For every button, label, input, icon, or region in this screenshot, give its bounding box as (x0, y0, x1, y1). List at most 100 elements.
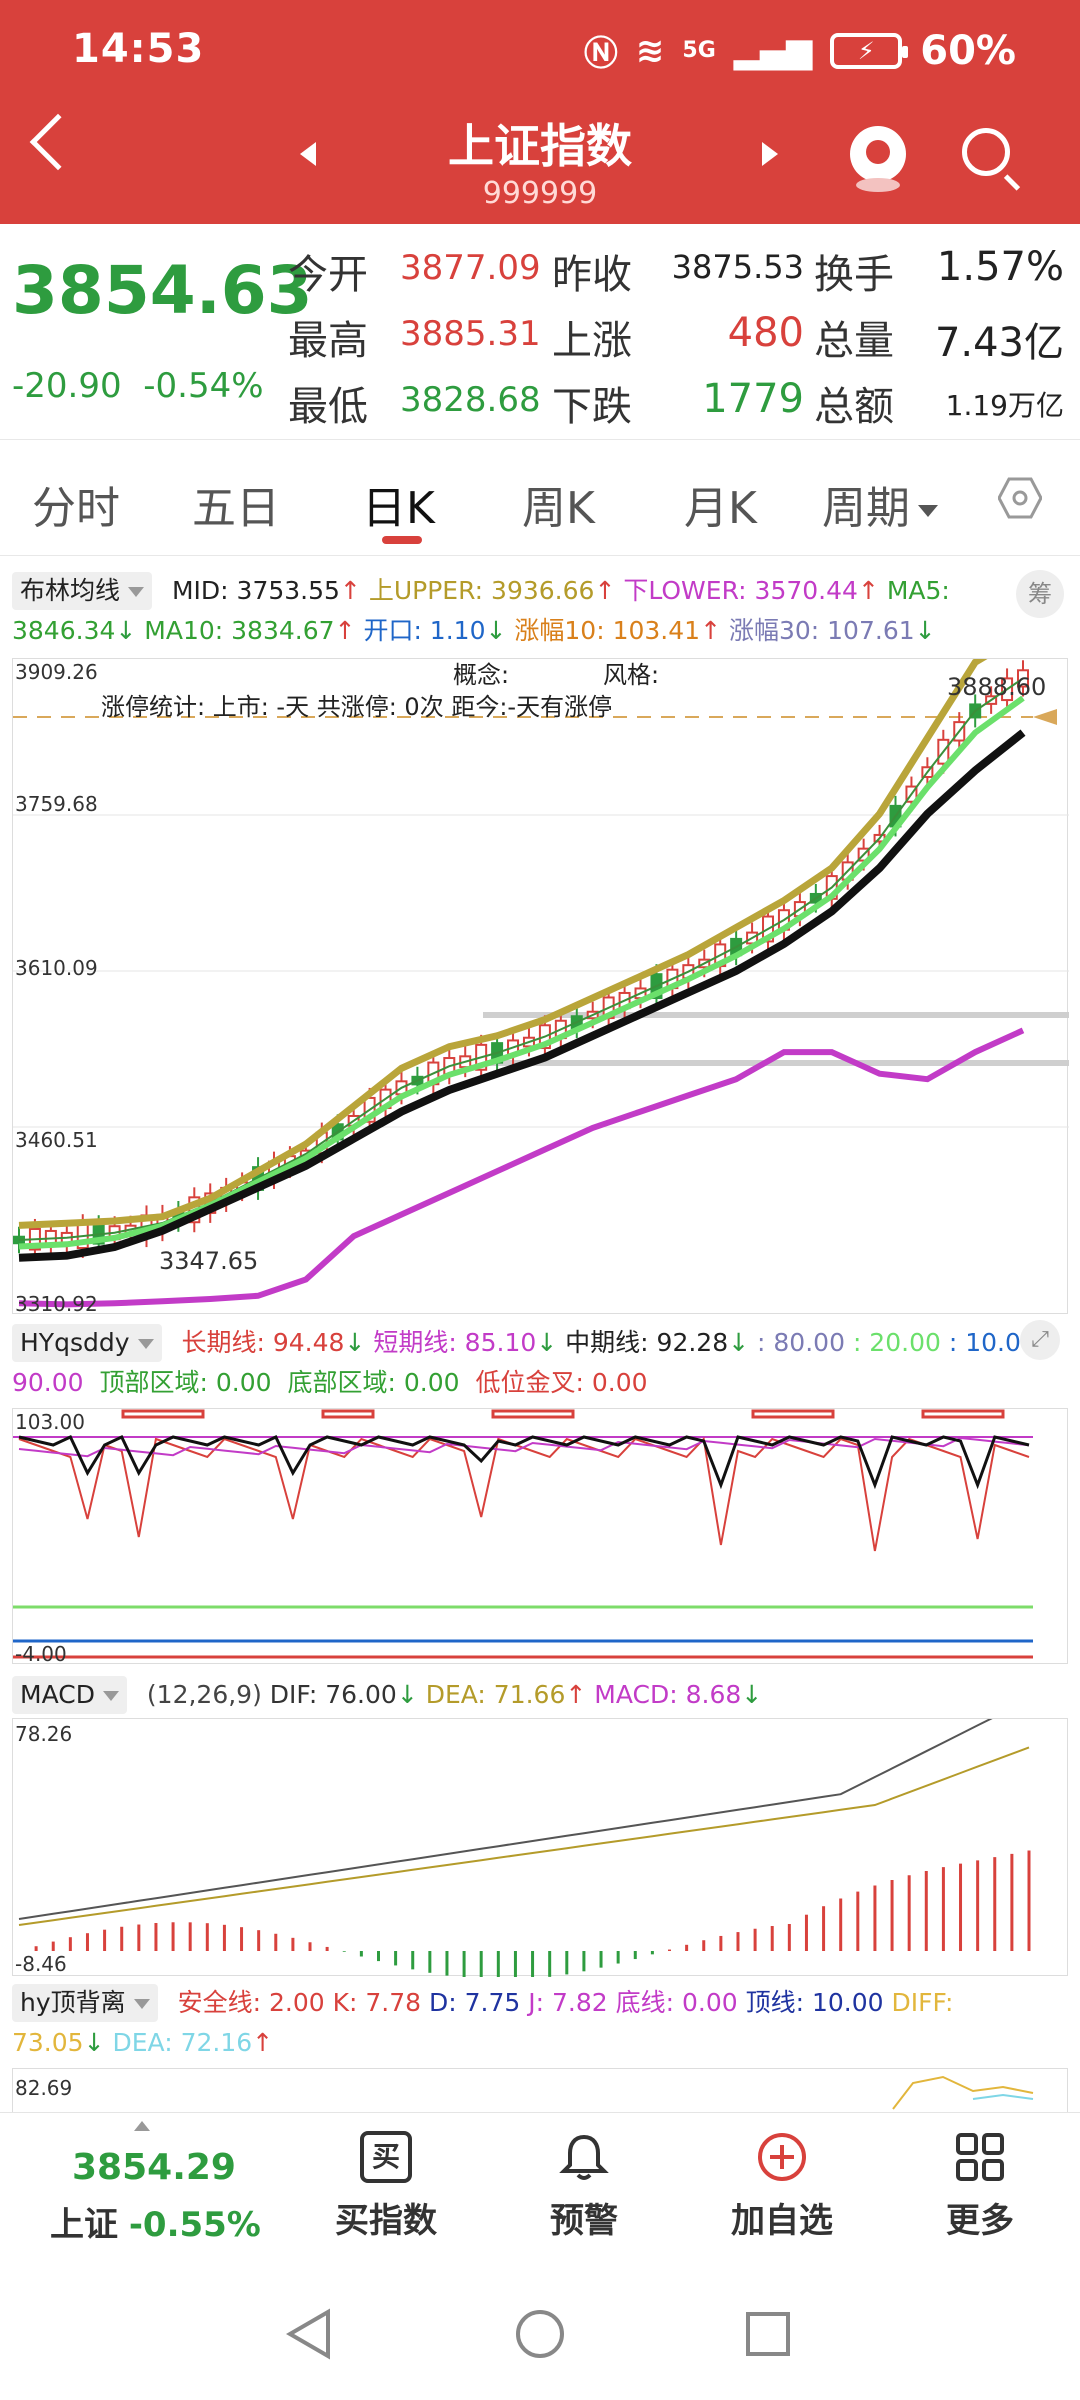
tab-weekly-k[interactable]: 周K (522, 483, 595, 534)
tab-period[interactable]: 周期 (822, 472, 938, 536)
last-price: 3854.63 (12, 252, 313, 329)
amount-label: 总额 (814, 384, 894, 430)
buy-index-button[interactable]: 买 买指数 (306, 2131, 466, 2242)
turnover-label: 换手 (814, 252, 894, 298)
grid-icon (954, 2131, 1006, 2183)
tab-intraday[interactable]: 分时 (32, 483, 120, 534)
concept-label: 概念: (453, 661, 509, 689)
macd-selector[interactable]: MACD (12, 1676, 127, 1714)
top-zone-mark (121, 1409, 205, 1419)
chevron-down-icon (128, 587, 145, 597)
top-zone-mark (321, 1409, 375, 1419)
add-circle-icon (756, 2131, 808, 2183)
chips-button[interactable]: 筹 (1016, 570, 1064, 618)
search-icon[interactable] (962, 128, 1010, 176)
boll-open: 开口: 1.10 (363, 616, 486, 645)
expand-icon[interactable]: ⤢ (1020, 1320, 1060, 1360)
volume-value: 7.43亿 (934, 320, 1064, 366)
hy-long: 长期线: 94.48 (181, 1328, 345, 1357)
up-count-label: 上涨 (552, 318, 632, 364)
boll-lower-line (18, 1027, 1025, 1308)
signal-icon: ▂▄▆ (733, 30, 813, 71)
top-zone-mark (921, 1409, 1005, 1419)
tab-monthly-k[interactable]: 月K (684, 483, 757, 534)
style-label: 风格: (603, 661, 659, 689)
current-price-marker (1033, 709, 1057, 725)
macd-dif: DIF: 76.00 (269, 1680, 397, 1709)
top-zone-mark (751, 1409, 835, 1419)
down-count-value: 1779 (702, 376, 804, 422)
boll-mid: MID: 3753.55 (171, 576, 340, 605)
buy-icon: 买 (360, 2131, 412, 2183)
hytop-d: D: 7.75 (428, 1988, 521, 2017)
bottom-index-name[interactable]: 上证 -0.55% (50, 2205, 261, 2245)
status-time: 14:53 (72, 26, 205, 72)
open-value: 3877.09 (400, 248, 541, 288)
hy-short: 短期线: 85.10 (373, 1328, 537, 1357)
y-label-2: 3610.09 (15, 956, 98, 980)
tab-daily-k[interactable]: 日K (362, 483, 435, 534)
high-label: 最高 (288, 318, 368, 364)
bottom-index-price[interactable]: 3854.29 (72, 2147, 236, 2188)
hytop-safe: 安全线: 2.00 (177, 1988, 325, 2017)
boll-upper: 上UPPER: 3936.66 (368, 576, 595, 605)
hy-selector[interactable]: HYqsddy (12, 1324, 162, 1362)
hy-bottom-zone: 底部区域: 0.00 (287, 1368, 460, 1397)
hytop-floor: 底线: 0.00 (615, 1988, 738, 2017)
more-button[interactable]: 更多 (900, 2131, 1060, 2242)
settings-hex-icon[interactable] (998, 476, 1042, 520)
turnover-value: 1.57% (936, 244, 1064, 290)
system-nav-bar (0, 2268, 1080, 2400)
alert-button[interactable]: 预警 (504, 2131, 664, 2242)
hytop-y-top: 82.69 (15, 2076, 72, 2100)
hy-chart[interactable]: 103.00 -4.00 (12, 1408, 1068, 1666)
hytop-chart[interactable]: 82.69 (12, 2068, 1068, 2112)
hy-legend-row1: HYqsddy 长期线: 94.48↓ 短期线: 85.10↓ 中期线: 92.… (0, 1324, 1080, 1362)
add-watchlist-button[interactable]: 加自选 (702, 2131, 862, 2242)
macd-y-bottom: -8.46 (15, 1952, 67, 1976)
hy-y-top: 103.00 (15, 1410, 85, 1434)
hytop-dea: DEA: 72.16 (112, 2028, 253, 2057)
nav-recents-icon[interactable] (746, 2312, 790, 2356)
hy-svg: 103.00 -4.00 (13, 1409, 1033, 1666)
nav-home-icon[interactable] (516, 2310, 564, 2358)
main-kline-chart[interactable]: 3909.26 3759.68 3610.09 3460.51 3310.92 … (12, 630, 1069, 1316)
low-label: 最低 (288, 384, 368, 430)
nav-back-icon[interactable] (286, 2308, 330, 2360)
hy-top-zone: 顶部区域: 0.00 (99, 1368, 272, 1397)
hytop-selector[interactable]: hy顶背离 (12, 1984, 158, 2022)
macd-chart[interactable]: 78.26 -8.46 (12, 1698, 1068, 1980)
boll-legend-row1: 布林均线 MID: 3753.55↑ 上UPPER: 3936.66↑ 下LOW… (0, 572, 1080, 610)
ma10-value: MA10: 3834.67 (144, 616, 335, 645)
limit-up-stats: 涨停统计: 上市: -天 共涨停: 0次 距今:-天有涨停 (101, 693, 612, 721)
up-count-value: 480 (727, 310, 804, 356)
candle (1017, 669, 1029, 688)
hy-legend-row2: 90.00 顶部区域: 0.00 底部区域: 0.00 低位金叉: 0.00 (0, 1364, 1080, 1402)
high-value: 3885.31 (400, 314, 541, 354)
kline-svg: 3909.26 3759.68 3610.09 3460.51 3310.92 … (13, 630, 1069, 1316)
hytop-legend-row2: 73.05↓ DEA: 72.16↑ (12, 2028, 274, 2057)
macd-value: MACD: 8.68 (594, 1680, 742, 1709)
macd-legend: MACD (12,26,9) DIF: 76.00↓ DEA: 71.66↑ M… (0, 1676, 1080, 1714)
hytop-svg: 82.69 (15, 2075, 1034, 2110)
boll-selector[interactable]: 布林均线 (12, 572, 153, 610)
chevron-down-icon (137, 1339, 154, 1349)
hy-80: : 80.00 (757, 1328, 845, 1357)
tab-five-day[interactable]: 五日 (192, 483, 280, 534)
hy-90: 90.00 (12, 1368, 84, 1397)
mascot-icon[interactable] (850, 126, 906, 192)
nfc-icon: Ⓝ (583, 34, 618, 74)
zf10-value: 涨幅10: 103.41 (514, 616, 701, 645)
chevron-down-icon (918, 505, 938, 517)
boll-upper-line (18, 630, 1025, 1229)
prev-close-value: 3875.53 (671, 248, 804, 286)
quote-panel: 3854.63 -20.90 -0.54% 今开 3877.09 昨收 3875… (0, 224, 1080, 440)
prev-close-label: 昨收 (552, 252, 632, 298)
next-stock-icon[interactable] (762, 142, 778, 166)
page-title: 上证指数 (448, 119, 632, 173)
hytop-diff-label: DIFF: (891, 1988, 954, 2017)
prev-stock-icon[interactable] (300, 142, 316, 166)
boll-lower: 下LOWER: 3570.44 (623, 576, 858, 605)
ma5-line (18, 677, 1024, 1241)
chevron-up-icon[interactable] (134, 2121, 150, 2131)
